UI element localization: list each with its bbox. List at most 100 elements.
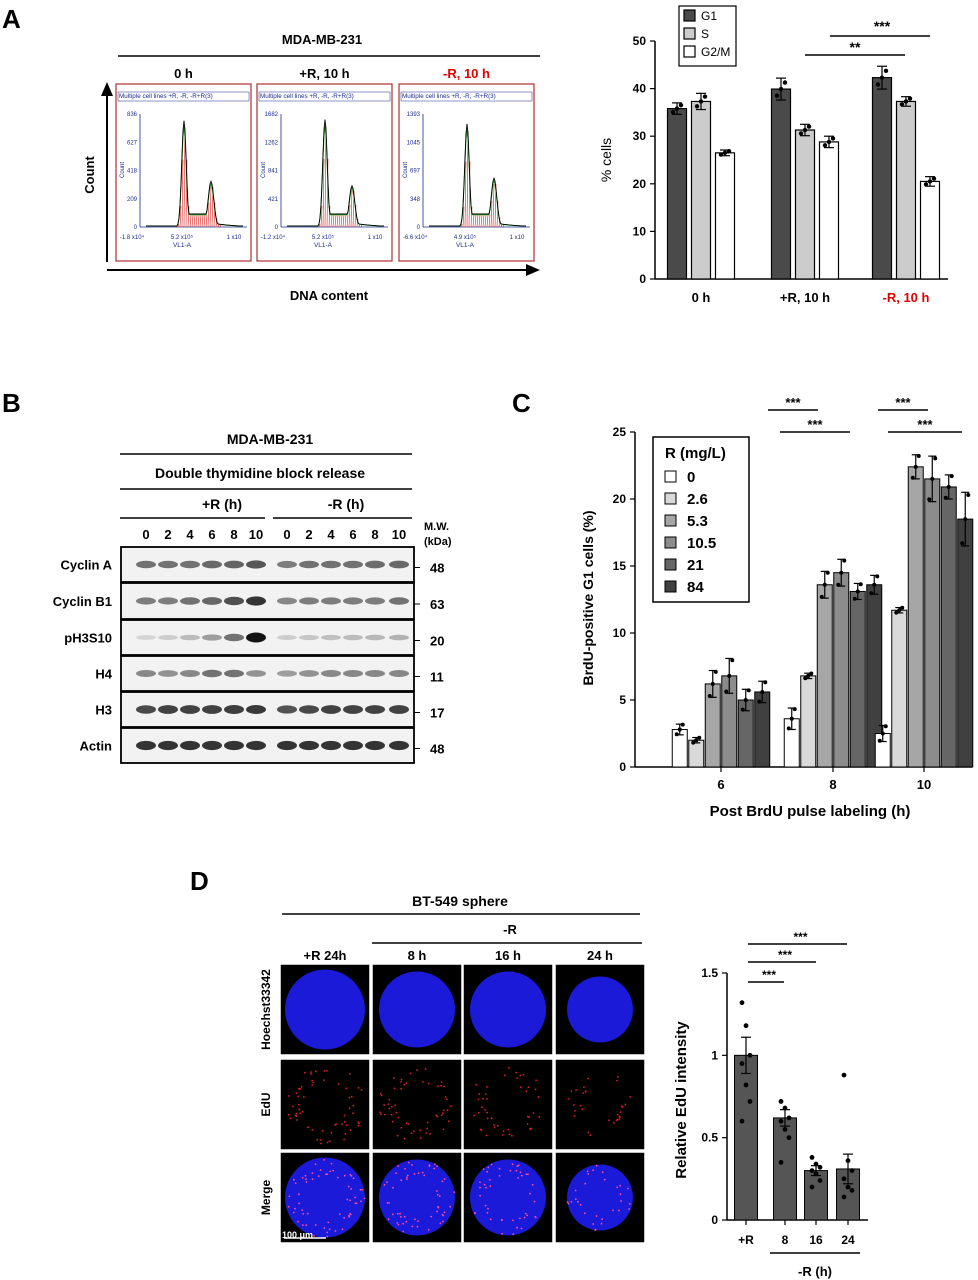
chartC-bar [907,466,924,768]
micro-edu-dot [330,1132,333,1134]
histogram-fit-hatch [488,214,491,228]
histogram-fit-hatch [342,214,345,228]
micro-sphere [470,1159,546,1236]
chartC-data-point [875,574,880,579]
histogram-fit-hatch [330,214,333,228]
histogram-y-tick: 209 [127,197,138,203]
histogram-header-box [258,91,391,102]
micro-edu-dot [493,1124,495,1126]
chartC-bar [940,486,957,768]
micro-edu-dot [319,1169,322,1171]
micro-edu-dot [527,1086,530,1089]
micro-edu-dot [403,1083,406,1086]
histogram-trace [287,119,384,227]
micro-edu-dot [433,1167,436,1170]
micro-edu-dot [298,1202,300,1205]
blot-band [136,740,156,751]
chartA-data-point [903,99,909,104]
micro-edu-dot [396,1222,399,1224]
micro-edu-dot [379,1093,382,1095]
blot-band [158,597,178,605]
micro-edu-dot [489,1179,491,1181]
histogram-y-tick: 836 [127,112,138,118]
micro-edu-dot [489,1185,492,1188]
micro-edu-dot [297,1220,299,1223]
blot-band [158,705,178,714]
chartC-data-point [836,582,841,587]
micro-edu-dot [443,1109,445,1112]
chartD-data-point [841,1176,847,1182]
chartC-data-point [913,464,918,469]
chartA-data-point [778,86,784,92]
chartC-data-point [707,693,712,698]
blot-band [246,596,266,606]
micro-edu-dot [477,1111,480,1114]
micro-edu-dot [297,1103,300,1106]
blot-band [321,634,341,641]
micro-edu-dot [358,1122,360,1124]
micro-tile [554,1058,646,1151]
micro-edu-dot [350,1095,353,1098]
micro-edu-dot [328,1228,331,1231]
chartC-data-point [680,722,685,727]
blot-band [277,705,297,714]
micro-edu-dot [417,1172,420,1174]
chartC-bar [891,609,908,768]
micro-edu-dot [337,1083,340,1085]
micro-edu-dot [525,1090,528,1093]
micro-edu-dot [619,1184,622,1187]
chartC-bar [957,518,974,768]
chartA-legend-swatch [683,45,696,58]
histogram-x-label: VL1-A [173,242,192,249]
micro-edu-dot [343,1138,345,1141]
histogram-fit-hatch [320,205,323,228]
chartA-legend-box [678,5,737,67]
micro-edu-dot [484,1093,487,1095]
chartA-bar [690,100,712,280]
micro-edu-dot [391,1213,394,1216]
micro-edu-dot [349,1129,352,1132]
micro-edu-dot [326,1141,329,1144]
micro-edu-dot [296,1119,298,1121]
micro-row-label: EdU [259,1093,273,1117]
micro-edu-dot [292,1105,294,1108]
micro-edu-dot [301,1176,304,1179]
micro-edu-dot [419,1129,422,1132]
histogram-x-tick: -1.8 x10⁴ [120,234,145,241]
micro-edu-dot [352,1104,355,1107]
micro-edu-dot [402,1230,405,1233]
chartC-data-point [740,707,745,712]
micro-edu-dot [379,1111,381,1114]
chartD-data-point [849,1187,855,1193]
chartD-x-tick-label: 16 [809,1233,823,1247]
chartA-data-point [806,124,812,129]
histogram-title: -R, 10 h [443,66,490,81]
micro-edu-dot [288,1095,290,1097]
micro-edu-dot [440,1084,442,1087]
micro-edu-dot [379,1113,382,1116]
chartC-data-point [883,724,888,729]
histogram-fit-hatch [490,200,493,228]
blot-band [343,670,363,677]
panelB-timepoint: 6 [208,527,215,542]
chartC-data-point [727,673,732,678]
chartA-data-point [702,94,708,99]
micro-edu-dot [397,1165,400,1167]
histogram-fit-hatch [336,214,339,228]
panelA-x-arrowhead [526,264,540,276]
micro-edu-dot [421,1171,424,1174]
blot-band [202,740,222,751]
micro-edu-dot [350,1188,352,1190]
blot-band [180,597,200,605]
blot-band [202,597,222,605]
chartC-sig-label: *** [785,395,801,410]
micro-edu-dot [320,1142,322,1145]
blot-band [202,560,222,569]
micro-column-label: 24 h [587,948,613,963]
micro-edu-dot [485,1186,487,1189]
blot-band [365,560,385,569]
histogram-title: 0 h [174,66,193,81]
micro-edu-dot [354,1196,356,1199]
chartC-data-point [910,475,915,480]
chartD-y-tick-label: 0.5 [701,1131,718,1145]
